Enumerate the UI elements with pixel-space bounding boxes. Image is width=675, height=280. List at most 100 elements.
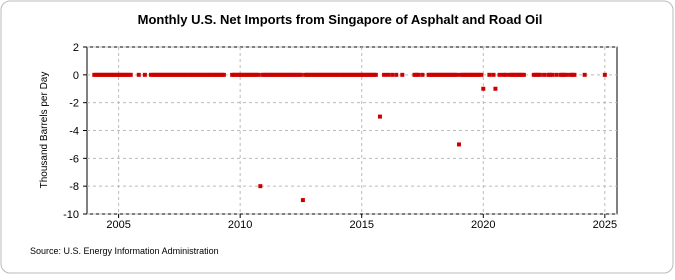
point (416, 72, 421, 77)
point (458, 72, 463, 77)
point (582, 72, 587, 77)
point (331, 72, 336, 77)
point (452, 72, 457, 77)
point (325, 72, 330, 77)
point (118, 72, 123, 77)
point (319, 72, 324, 77)
point (337, 72, 342, 77)
y-tick-label: -6 (69, 153, 79, 165)
point (94, 72, 99, 77)
point (400, 72, 405, 77)
point (161, 72, 166, 77)
point (501, 72, 506, 77)
point (234, 72, 239, 77)
point (367, 72, 372, 77)
point (300, 198, 305, 203)
point (191, 72, 196, 77)
point (100, 72, 105, 77)
point (361, 72, 366, 77)
y-tick-label: -4 (69, 126, 79, 138)
point (477, 72, 482, 77)
point (282, 72, 287, 77)
point (142, 72, 147, 77)
point (270, 72, 275, 77)
point (491, 72, 496, 77)
point (562, 72, 567, 77)
x-tick-label: 2025 (593, 219, 617, 231)
point (112, 72, 117, 77)
point (252, 72, 257, 77)
point (264, 72, 269, 77)
point (390, 72, 395, 77)
point (420, 72, 425, 77)
point (148, 72, 153, 77)
point (521, 72, 526, 77)
y-tick-label: -2 (69, 98, 79, 110)
point (173, 72, 178, 77)
point (572, 72, 577, 77)
x-tick-label: 2020 (471, 219, 495, 231)
point (537, 72, 542, 77)
point (258, 184, 263, 189)
point (155, 72, 160, 77)
point (493, 86, 498, 91)
point (440, 72, 445, 77)
source: Source: U.S. Energy Information Administ… (30, 246, 219, 256)
point (197, 72, 202, 77)
point (349, 72, 354, 77)
point (240, 72, 245, 77)
point (434, 72, 439, 77)
point (167, 72, 172, 77)
point (128, 72, 133, 77)
point (313, 72, 318, 77)
point (464, 72, 469, 77)
point (276, 72, 281, 77)
point (306, 72, 311, 77)
point (513, 72, 518, 77)
x-tick-label: 2010 (228, 219, 252, 231)
point (185, 72, 190, 77)
point (179, 72, 184, 77)
point (456, 142, 461, 147)
point (298, 72, 303, 77)
y-axis-label: Thousand Barrels per Day (39, 72, 50, 189)
chart-title: Monthly U.S. Net Imports from Singapore … (138, 12, 543, 27)
point (497, 72, 502, 77)
point (124, 72, 129, 77)
point (564, 72, 569, 77)
y-tick-label: -8 (69, 181, 79, 193)
point (568, 72, 573, 77)
point (382, 72, 387, 77)
point (377, 114, 382, 119)
point (294, 72, 299, 77)
frame (0, 0, 674, 274)
point (373, 72, 378, 77)
x-tick-label: 2015 (349, 219, 373, 231)
point (550, 72, 555, 77)
point (481, 86, 486, 91)
point (446, 72, 451, 77)
point (507, 72, 512, 77)
point (554, 72, 559, 77)
point (519, 72, 524, 77)
point (428, 72, 433, 77)
point (246, 72, 251, 77)
point (394, 72, 399, 77)
point (471, 72, 476, 77)
y-tick-label: -10 (63, 209, 79, 221)
y-tick-label: 2 (73, 42, 79, 54)
point (503, 72, 508, 77)
point (531, 72, 536, 77)
point (602, 72, 607, 77)
point (487, 72, 492, 77)
point (479, 72, 484, 77)
point (542, 72, 547, 77)
point (136, 72, 141, 77)
point (455, 72, 460, 77)
point (209, 72, 214, 77)
point (385, 72, 390, 77)
point (221, 72, 226, 77)
point (203, 72, 208, 77)
point (256, 72, 261, 77)
